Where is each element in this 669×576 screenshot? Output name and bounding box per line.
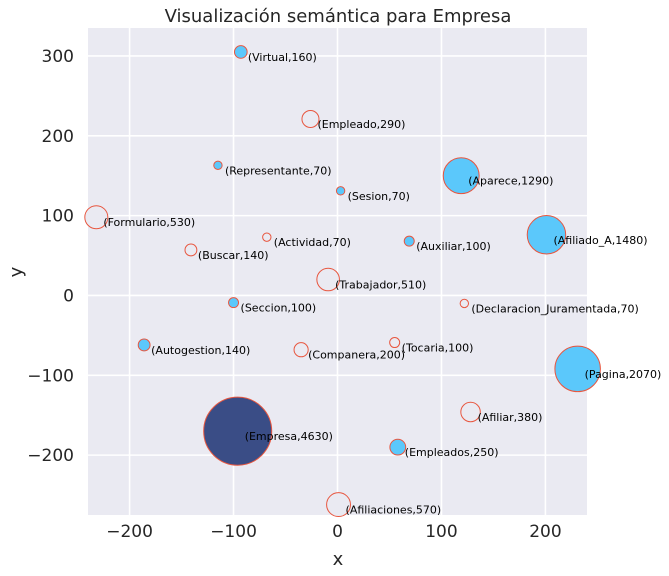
point-afiliado_a bbox=[526, 215, 567, 255]
point-label: (Seccion,100) bbox=[241, 302, 317, 315]
point-label: (Representante,70) bbox=[225, 164, 332, 177]
point-auxiliar bbox=[403, 235, 415, 247]
point-label: (Sesion,70) bbox=[348, 190, 410, 203]
y-tick-label: 0 bbox=[63, 286, 74, 306]
chart-title: Visualización semántica para Empresa bbox=[165, 6, 512, 27]
point-label: (Empleado,290) bbox=[317, 118, 405, 131]
point-label: (Trabajador,510) bbox=[335, 278, 426, 291]
point-empresa bbox=[203, 396, 273, 466]
point-trabajador bbox=[316, 267, 340, 292]
point-label: (Auxiliar,100) bbox=[416, 240, 491, 253]
point-label: (Autogestion,140) bbox=[151, 344, 250, 357]
x-axis-label: x bbox=[333, 549, 344, 570]
point-label: (Empleados,250) bbox=[405, 446, 499, 459]
point-label: (Tocaria,100) bbox=[402, 342, 474, 355]
point-virtual bbox=[233, 45, 248, 59]
gridlines bbox=[88, 28, 587, 515]
point-empleado bbox=[301, 109, 320, 129]
y-tick-label: 100 bbox=[42, 207, 74, 227]
point-label: (Afiliado_A,1480) bbox=[553, 234, 647, 247]
point-label: (Declaracion_Juramentada,70) bbox=[471, 302, 638, 315]
point-seccion bbox=[228, 297, 240, 309]
point-companera bbox=[293, 342, 309, 358]
y-tick-label: −200 bbox=[27, 446, 74, 466]
point-aparece bbox=[442, 157, 480, 195]
data-labels: (Virtual,160) (Empleado,290) (Representant… bbox=[103, 51, 661, 517]
y-tick-labels: 300 200 100 0 −100 −200 bbox=[27, 47, 74, 466]
point-autogestion bbox=[137, 338, 151, 352]
point-label: (Buscar,140) bbox=[198, 249, 269, 262]
point-label: (Virtual,160) bbox=[248, 51, 317, 64]
x-tick-label: 200 bbox=[529, 522, 561, 542]
point-label: (Companera,200) bbox=[308, 349, 405, 362]
point-actividad bbox=[262, 232, 272, 242]
point-label: (Formulario,530) bbox=[103, 216, 195, 229]
point-pagina bbox=[554, 345, 601, 393]
x-tick-label: 100 bbox=[425, 522, 457, 542]
point-label: (Actividad,70) bbox=[274, 236, 351, 249]
x-tick-label: −200 bbox=[106, 522, 153, 542]
point-afiliar bbox=[460, 401, 481, 423]
x-tick-label: 0 bbox=[332, 522, 343, 542]
point-tocaria bbox=[389, 337, 401, 349]
x-tick-labels: −200 −100 0 100 200 bbox=[106, 522, 561, 542]
point-formulario bbox=[84, 205, 109, 230]
y-tick-label: 200 bbox=[42, 127, 74, 147]
point-label: (Afiliaciones,570) bbox=[346, 504, 442, 517]
point-label: (Afiliar,380) bbox=[478, 411, 543, 424]
point-label: (Pagina,2070) bbox=[585, 368, 662, 381]
data-points bbox=[84, 45, 601, 518]
point-label: (Aparece,1290) bbox=[468, 175, 553, 188]
y-axis-label: y bbox=[6, 266, 27, 277]
y-tick-label: 300 bbox=[42, 47, 74, 67]
point-buscar bbox=[184, 243, 198, 257]
point-label: (Empresa,4630) bbox=[245, 430, 333, 443]
point-declaracion_juramentada bbox=[459, 298, 470, 309]
y-tick-label: −100 bbox=[27, 366, 74, 386]
point-afiliaciones bbox=[326, 492, 351, 518]
x-tick-label: −100 bbox=[210, 522, 257, 542]
point-sesion bbox=[335, 186, 346, 196]
point-empleados bbox=[389, 438, 407, 456]
point-representante bbox=[213, 160, 223, 171]
